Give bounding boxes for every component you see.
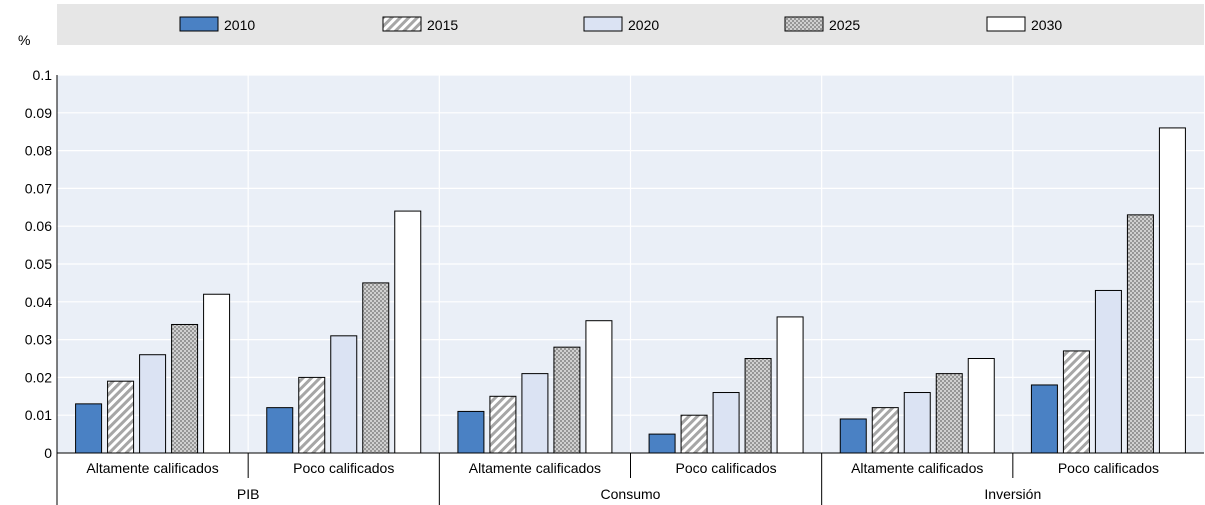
bar-2020: [521, 373, 549, 454]
legend-label: 2020: [628, 17, 659, 33]
x-category-label: Poco calificados: [293, 460, 394, 476]
bar-2015: [489, 395, 517, 454]
x-category-label: Poco calificados: [675, 460, 776, 476]
bar-2025: [744, 358, 772, 454]
bar-2025: [362, 282, 390, 454]
bar-2010: [1030, 384, 1058, 454]
legend-swatch-2030: [986, 16, 1026, 32]
legend-label: 2015: [427, 17, 458, 33]
bar-2015: [871, 407, 899, 454]
bar-2015: [680, 414, 708, 454]
legend-label: 2025: [829, 17, 860, 33]
y-tick-label: 0.06: [25, 218, 52, 234]
bar-2025: [935, 373, 963, 454]
bars: [57, 127, 1204, 454]
bar-2020: [330, 335, 358, 454]
bar-2025: [553, 346, 581, 454]
legend-swatch-2025: [784, 16, 824, 32]
bar-2025: [171, 323, 199, 454]
bar-2010: [839, 418, 867, 454]
y-tick-label: 0: [44, 445, 52, 461]
y-tick-label: 0.01: [25, 407, 52, 423]
bar-2020: [1094, 289, 1122, 454]
y-tick-label: 0.05: [25, 256, 52, 272]
legend-swatch-2020: [583, 16, 623, 32]
bar-2030: [776, 316, 804, 454]
x-category-label: Altamente calificados: [86, 460, 218, 476]
bar-2030: [585, 320, 613, 454]
y-tick-label: 0.07: [25, 180, 52, 196]
x-group-label: Inversión: [984, 486, 1041, 502]
legend-swatch-2015: [382, 16, 422, 32]
bar-2025: [1126, 214, 1154, 454]
y-tick-label: 0.04: [25, 294, 52, 310]
bar-2010: [75, 403, 103, 454]
x-category-label: Altamente calificados: [469, 460, 601, 476]
legend: 2010 2015 2020 2025 2030: [179, 16, 1062, 33]
legend-label: 2030: [1031, 17, 1062, 33]
legend-swatch-2010: [179, 16, 219, 32]
bar-2030: [203, 293, 231, 454]
legend-label: 2010: [224, 17, 255, 33]
bar-2020: [712, 392, 740, 454]
x-group-label: Consumo: [601, 486, 661, 502]
bar-2015: [1062, 350, 1090, 454]
y-tick-label: 0.03: [25, 332, 52, 348]
y-axis-unit-label: %: [18, 32, 30, 48]
x-category-label: Poco calificados: [1058, 460, 1159, 476]
y-axis-ticks: 0 0.01 0.02 0.03 0.04 0.05 0.06 0.07 0.08 0.09 0.1: [25, 67, 58, 461]
bar-2020: [139, 354, 167, 454]
y-tick-label: 0.02: [25, 369, 52, 385]
bar-2030: [1158, 127, 1186, 454]
bar-2020: [903, 392, 931, 454]
bar-2010: [266, 407, 294, 454]
x-axis: Altamente calificados Poco calificados Alt…: [56, 453, 1159, 505]
bar-2010: [457, 410, 485, 454]
bar-2015: [298, 376, 326, 454]
bar-2010: [648, 433, 676, 454]
y-tick-label: 0.08: [25, 143, 52, 159]
bar-2015: [107, 380, 135, 454]
bar-2030: [967, 358, 995, 454]
y-tick-label: 0.1: [33, 67, 53, 83]
bar-2030: [394, 210, 422, 454]
x-category-label: Altamente calificados: [851, 460, 983, 476]
y-tick-label: 0.09: [25, 105, 52, 121]
gridlines: [57, 74, 1204, 453]
x-group-label: PIB: [237, 486, 260, 502]
